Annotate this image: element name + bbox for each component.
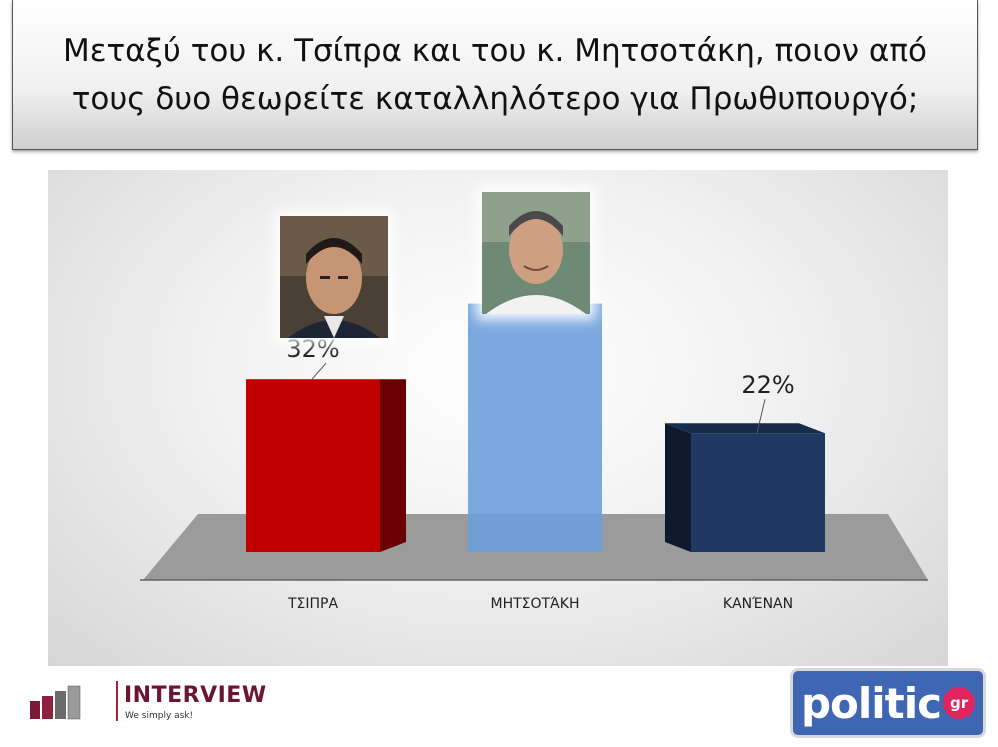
interview-logo-mark xyxy=(30,685,81,720)
data-label: 32% xyxy=(286,335,339,363)
portrait-tsipras xyxy=(280,216,388,338)
category-label: ΜΗΤΣΟΤΆΚΗ xyxy=(491,596,580,612)
data-label-leader xyxy=(756,399,766,434)
data-label-leader xyxy=(311,362,327,380)
interview-logo-name: INTERVIEW xyxy=(124,683,267,708)
question-title-box: Μεταξύ του κ. Τσίπρα και του κ. Μητσοτάκ… xyxy=(12,0,978,150)
bar xyxy=(246,379,380,552)
bar xyxy=(468,303,602,552)
data-label: 22% xyxy=(741,371,794,399)
politic-logo-name: politic xyxy=(800,678,942,728)
interview-logo: INTERVIEW We simply ask! xyxy=(28,677,268,727)
politic-logo: politic gr xyxy=(790,668,986,738)
bar-side xyxy=(665,423,691,552)
interview-logo-tagline: We simply ask! xyxy=(125,711,194,721)
bar-top xyxy=(665,423,825,434)
interview-logo-divider xyxy=(116,681,118,721)
question-title: Μεταξύ του κ. Τσίπρα και του κ. Μητσοτάκ… xyxy=(63,32,927,117)
bar-side xyxy=(380,379,406,552)
politic-logo-suffix: gr xyxy=(943,687,976,719)
category-label: ΤΣΙΠΡΑ xyxy=(287,596,338,612)
portrait-mitsotakis xyxy=(482,192,590,314)
category-label: ΚΑΝΈΝΑΝ xyxy=(723,596,793,612)
bar xyxy=(691,433,825,552)
